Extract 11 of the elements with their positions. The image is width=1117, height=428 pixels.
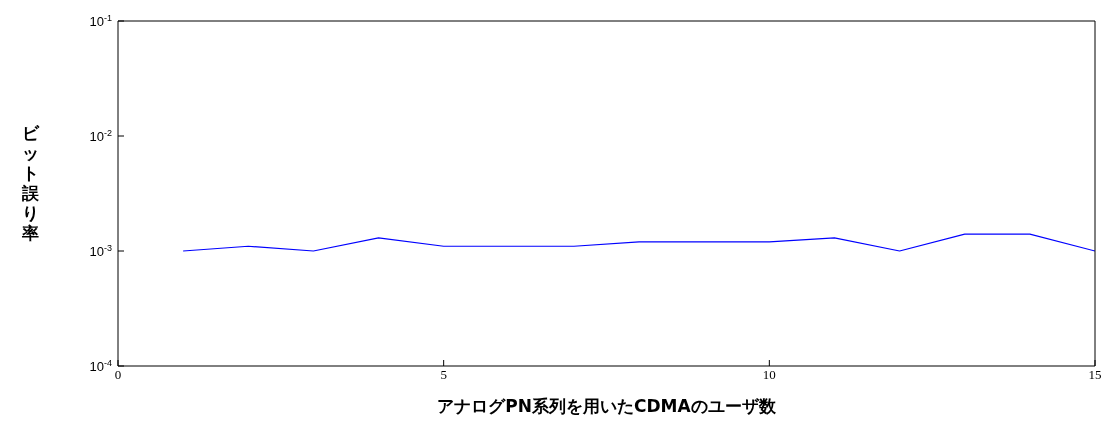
x-axis-title: アナログPN系列を用いたCDMAのユーザ数: [437, 396, 777, 416]
x-tick-label: 15: [1088, 367, 1102, 383]
y-tick-label: 10$^{-4}$: [89, 358, 112, 374]
x-tick-label: 10: [762, 367, 776, 383]
x-tick-label: 5: [440, 367, 447, 383]
x-tick-label: 0: [114, 367, 122, 383]
y-tick-label: 10$^{-2}$: [89, 128, 112, 144]
y-axis-title: ビット誤り率: [21, 122, 40, 243]
y-tick-label: 10$^{-3}$: [89, 243, 112, 259]
y-tick-label: 10$^{-1}$: [89, 13, 112, 29]
line-series: [182, 233, 1095, 252]
